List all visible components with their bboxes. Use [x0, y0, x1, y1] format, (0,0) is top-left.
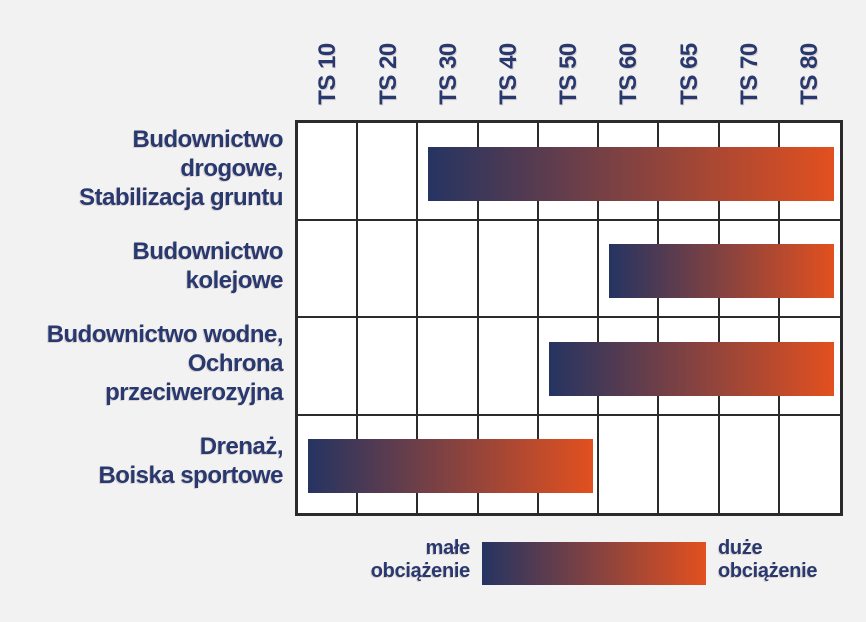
row-label-2: Budownictwo kolejowe — [132, 238, 284, 294]
chart-grid — [295, 120, 843, 516]
grid-cell — [358, 220, 419, 318]
grid-cell — [298, 123, 359, 221]
grid-cell — [478, 220, 539, 318]
column-label-text: TS 60 — [615, 43, 643, 105]
range-bar-row-4 — [308, 439, 594, 494]
grid-cell — [538, 220, 600, 318]
column-label-text: TS 50 — [555, 43, 582, 105]
grid-cell — [298, 318, 359, 416]
grid-cell — [779, 415, 840, 513]
column-label-text: TS 40 — [494, 43, 522, 105]
grid-cell — [358, 123, 419, 221]
grid-cell — [418, 318, 479, 416]
grid-cell — [659, 415, 720, 513]
column-label-text: TS 70 — [735, 43, 763, 105]
row-label-4: Drenaż, Boiska sportowe — [98, 433, 283, 489]
column-label-text: TS 80 — [795, 43, 823, 105]
column-label-text: TS 30 — [434, 43, 462, 105]
column-label-text: TS 10 — [314, 43, 342, 105]
grid-cell — [358, 318, 419, 416]
row-label-1: Budownictwo drogowe, Stabilizacja gruntu — [79, 126, 283, 211]
legend-label-large-load: duże obciążenie — [718, 537, 818, 583]
legend-gradient-bar — [482, 542, 706, 585]
grid-cell — [298, 220, 359, 318]
grid-cell — [719, 415, 780, 513]
legend-label-small-load: małe obciążenie — [370, 537, 471, 583]
range-bar-row-3 — [548, 341, 834, 396]
column-label-text: TS 65 — [675, 43, 703, 105]
grid-cell — [599, 415, 660, 513]
column-label-ts-80: TS 80 — [770, 32, 850, 116]
range-bar-row-2 — [609, 244, 834, 299]
row-label-3: Budownictwo wodne, Ochrona przeciwerozyj… — [46, 321, 284, 406]
column-label-text: TS 20 — [374, 43, 402, 105]
grid-cell — [478, 318, 539, 416]
range-bar-row-1 — [428, 146, 834, 201]
grid-cell — [418, 220, 479, 318]
